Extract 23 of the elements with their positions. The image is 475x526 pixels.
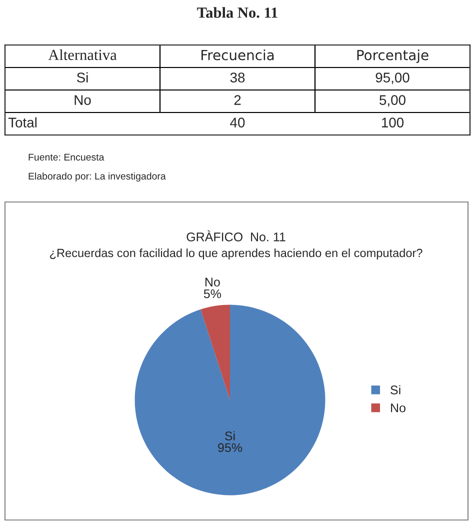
source-note: Fuente: Encuesta <box>28 154 104 161</box>
chart-subtitle: ¿Recuerdas con facilidad lo que aprendes haciendo en el computador? <box>50 248 422 260</box>
legend-label: No <box>391 404 406 412</box>
text: 38 <box>230 72 245 82</box>
data-label: Si 95% <box>218 431 242 452</box>
legend-label: Si <box>390 385 400 394</box>
pie-slice <box>134 304 326 496</box>
text: 95,00 <box>376 72 410 84</box>
text: Elaborado por: La investigadora <box>28 172 166 182</box>
text: 2 <box>234 95 241 105</box>
pie-slice <box>200 304 230 400</box>
category-label: Total <box>8 117 37 128</box>
text: 5,00 <box>380 95 406 107</box>
chart-title: GRÀFICO No. 11 <box>186 230 286 242</box>
category-label: Porcentaje <box>357 50 428 63</box>
text: Tabla No. 11 <box>197 7 278 18</box>
category-label: Frecuencia <box>202 50 274 60</box>
category-label: No <box>74 95 91 105</box>
category-label: Si <box>76 72 88 82</box>
category-label: Alternativa <box>48 49 117 60</box>
text: 40 <box>230 118 245 128</box>
text: 100 <box>382 118 404 128</box>
data-label: No 5% <box>204 278 222 298</box>
